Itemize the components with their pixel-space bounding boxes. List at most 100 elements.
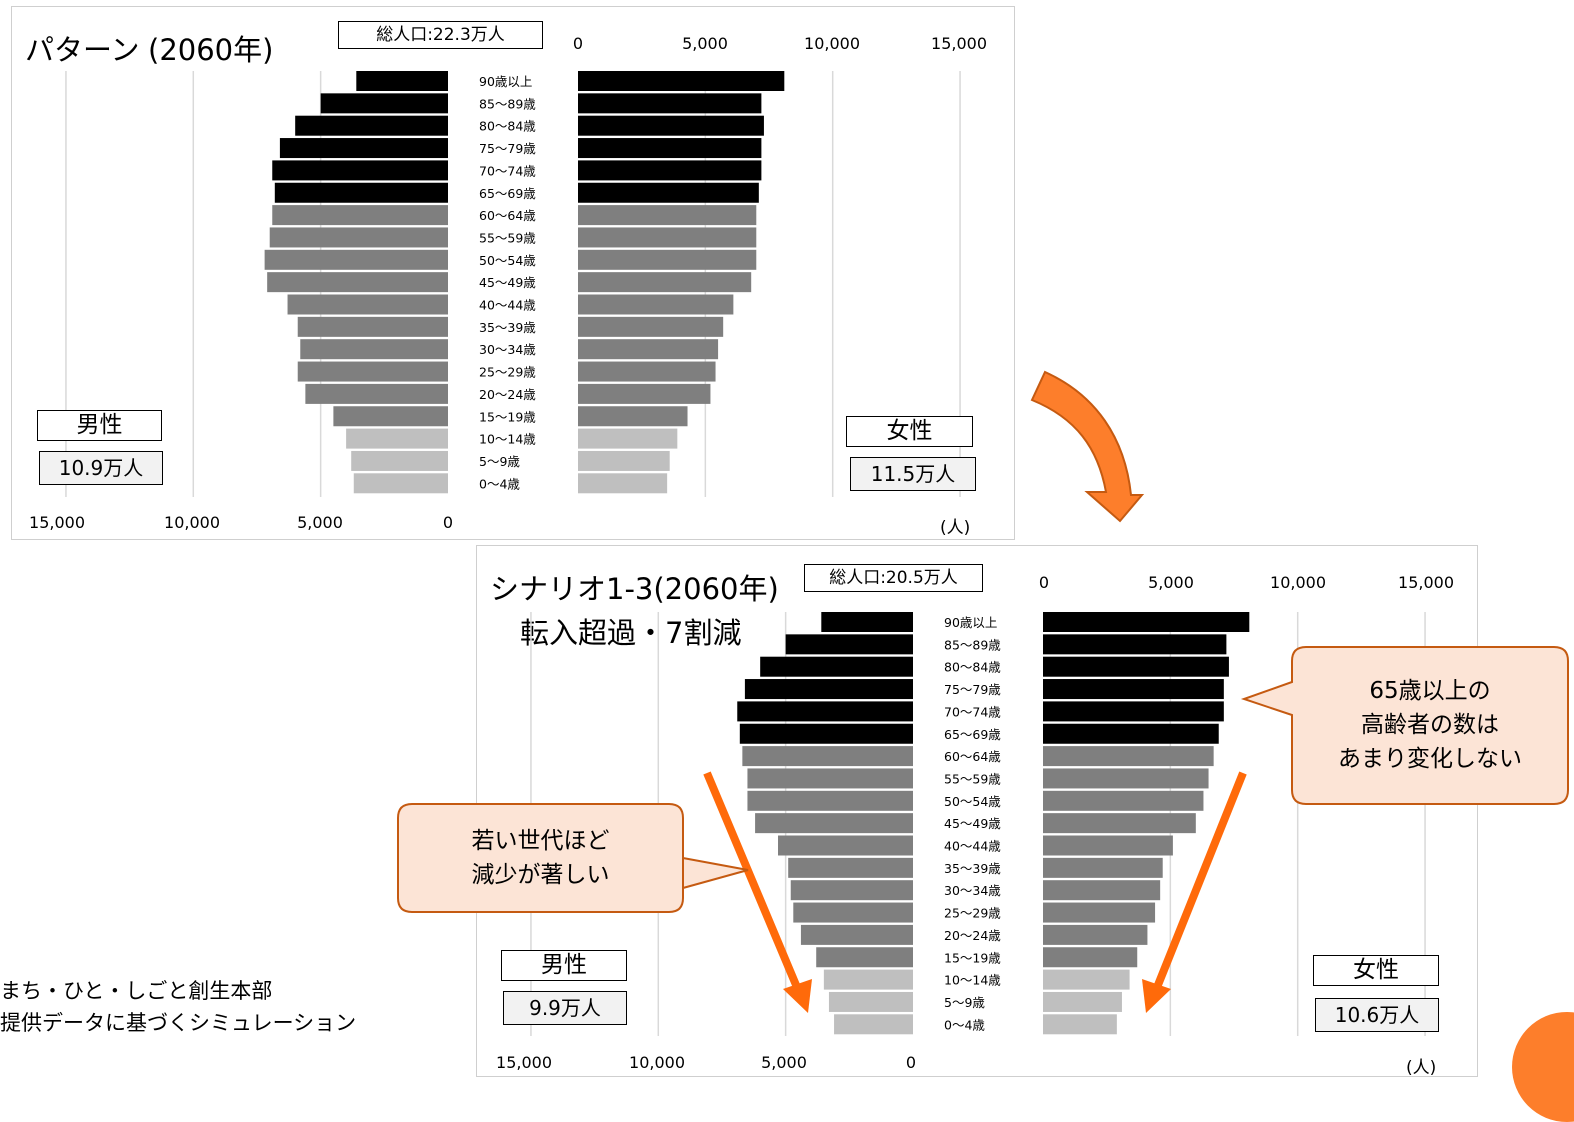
unit-label: (人) [940,518,971,538]
female-bar [1043,612,1250,632]
source-line: 提供データに基づくシミュレーション [0,1011,357,1035]
population-pyramid-chart: 90歳以上 85～89歳 80～84歳 75～79歳 70～74歳 65～69歳 60～64… [65,71,961,497]
female-bar [578,450,670,471]
age-group-label: 45～49歳 [944,816,1001,831]
male-bar [747,768,913,789]
female-bar [578,138,762,159]
male-bar [279,138,448,159]
male-bar [744,679,913,700]
male-bar [755,813,913,834]
female-bar [578,93,762,114]
axis-tick-label: 15,000 [1398,573,1454,592]
female-bar [578,160,762,181]
male-bar [739,723,913,744]
male-bar [297,361,448,382]
female-bar [578,316,724,337]
male-bar [821,612,913,632]
female-bar [1043,723,1219,744]
callout-line: 若い世代ほど [471,828,610,854]
female-bar [578,361,716,382]
male-bar [287,294,448,315]
female-bar [1043,924,1148,945]
male-bar [264,249,448,270]
male-bar [320,93,448,114]
age-group-label: 75～79歳 [479,141,536,156]
male-label: 男性 [37,410,162,441]
source-note: まち・ひと・しごと創生本部 提供データに基づくシミュレーション [0,975,356,1039]
female-bar [1043,969,1130,990]
female-bar [578,71,785,91]
age-group-label: 35～39歳 [479,320,536,335]
male-bar [333,406,448,427]
axis-tick-label: 5,000 [761,1053,807,1072]
chart-title-year: (2060年) [148,33,274,67]
male-bar [274,182,448,203]
source-line: まち・ひと・しごと創生本部 [0,979,273,1003]
age-group-label: 65～69歳 [479,186,536,201]
age-group-label: 30～34歳 [479,342,536,357]
callout-line: 65歳以上の [1369,678,1491,704]
male-bar [297,316,448,337]
male-bar [778,835,913,856]
callout-elderly: 65歳以上の 高齢者の数は あまり変化しない [1292,674,1568,776]
age-group-label: 55～59歳 [479,230,536,245]
female-bar [578,227,757,248]
age-group-label: 25～29歳 [944,906,1001,921]
callout-line: 高齢者の数は [1361,712,1499,738]
male-total: 9.9万人 [503,991,627,1025]
female-bar [578,182,759,203]
axis-tick-label: 0 [905,1053,917,1072]
female-bar [578,249,757,270]
age-group-label: 85～89歳 [479,96,536,111]
female-bar [1043,857,1163,878]
female-bar [1043,790,1204,811]
callout-bubble-young [397,803,749,913]
callout-line: あまり変化しない [1338,746,1522,772]
male-bar [353,473,448,494]
female-bar [1043,880,1161,901]
female-bar [578,115,764,136]
transition-arrow-icon [1030,370,1145,523]
male-bar [742,746,913,767]
female-bar [1043,634,1227,655]
axis-tick-label: 0 [572,34,584,53]
male-bar [788,857,913,878]
age-group-label: 15～19歳 [944,950,1001,965]
male-bar [272,205,448,226]
female-bar [578,205,757,226]
axis-tick-label: 10,000 [164,513,220,532]
age-group-label: 40～44歳 [479,298,536,313]
age-group-label: 75～79歳 [944,682,1001,697]
age-group-label: 20～24歳 [479,387,536,402]
age-group-label: 35～39歳 [944,861,1001,876]
female-label: 女性 [846,416,973,447]
age-group-label: 45～49歳 [479,275,536,290]
age-group-label: 90歳以上 [944,615,997,630]
callout-bubble-elderly [1240,646,1569,805]
age-group-label: 40～44歳 [944,839,1001,854]
axis-tick-label: 15,000 [931,34,987,53]
female-bar [1043,947,1138,968]
female-bar [578,406,688,427]
male-bar [785,634,913,655]
annotation-overlay [397,370,1569,1013]
male-bar [351,450,448,471]
male-bar [828,991,913,1012]
decline-arrow-icon [703,771,800,987]
callout-young: 若い世代ほど 減少が著しい [398,824,683,892]
axis-tick-label: 10,000 [1270,573,1326,592]
male-bar [356,71,448,91]
chart-subtitle: 転入超過・7割減 [520,616,742,650]
axis-tick-label: 0 [442,513,454,532]
female-bar [1043,768,1209,789]
male-bar [269,227,448,248]
age-group-label: 30～34歳 [944,883,1001,898]
axis-tick-label: 15,000 [29,513,85,532]
age-group-label: 50～54歳 [479,253,536,268]
female-total: 11.5万人 [850,457,976,491]
female-bar [578,428,678,449]
male-bar [816,947,913,968]
axis-tick-label: 15,000 [496,1053,552,1072]
female-bar [1043,1014,1117,1035]
male-bar [790,880,913,901]
